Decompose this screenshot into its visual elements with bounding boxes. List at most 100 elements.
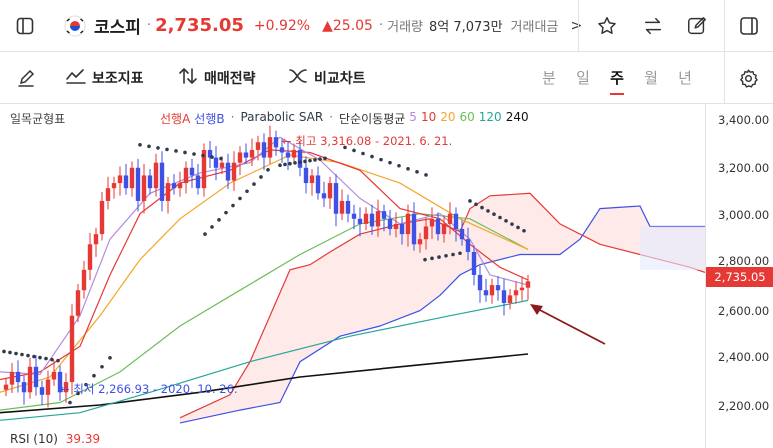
candle-body (33, 366, 39, 388)
sar-dot (323, 156, 327, 161)
candle-body (51, 371, 57, 380)
sar-dot (423, 257, 427, 262)
candle-body (423, 226, 429, 240)
sar-dot (68, 400, 72, 405)
candle-body (129, 167, 135, 189)
candle-body (255, 142, 261, 150)
sar-dot (259, 175, 263, 179)
compare-icon (288, 67, 308, 89)
candle-body (519, 287, 525, 291)
sar-dot (138, 143, 142, 147)
period-year[interactable]: 년 (678, 69, 692, 87)
candle-body (153, 162, 159, 189)
candle-body (147, 175, 153, 189)
candle-body (429, 218, 435, 227)
change-percent: +0.92% (253, 17, 311, 34)
volume-label: 거래량 (387, 20, 423, 35)
candle-body (297, 149, 303, 168)
candle-body (405, 213, 411, 235)
sar-dot (480, 205, 484, 210)
candle-body (123, 175, 129, 189)
period-week[interactable]: 주 (600, 67, 634, 95)
sar-dot (397, 163, 401, 168)
compare-arrows-icon[interactable] (640, 13, 666, 39)
legend-ma120: 120 (478, 110, 502, 124)
sar-dot (266, 168, 270, 172)
candle-body (45, 379, 51, 395)
divider (578, 0, 579, 52)
candle-body (75, 290, 81, 316)
sar-dot (174, 149, 178, 153)
candle-body (507, 295, 513, 303)
rsi-label: RSI (10) (10, 432, 58, 446)
candle-body (273, 137, 279, 148)
symbol-name[interactable]: 코스피 (94, 18, 141, 38)
candle-body (489, 285, 495, 296)
pencil-icon[interactable] (14, 66, 38, 90)
indicator-label: 보조지표 (92, 71, 144, 87)
candle-body (351, 213, 357, 219)
sar-dot (192, 152, 196, 156)
korea-flag-icon (64, 15, 86, 37)
candle-body (141, 175, 147, 201)
period-minute[interactable]: 분 (542, 69, 556, 87)
candle-body (447, 213, 453, 224)
candle-body (3, 384, 9, 390)
candle-body (189, 167, 195, 176)
candle-body (387, 218, 393, 230)
candle-body (471, 251, 477, 275)
axis-tick: 2,200.00 (718, 399, 770, 413)
ma60-line (0, 213, 529, 411)
edit-icon[interactable] (684, 13, 710, 39)
sar-dot (437, 255, 441, 259)
sar-dot (183, 150, 187, 155)
candle-body (465, 239, 471, 252)
indicator-title: 일목균형표 (10, 112, 66, 126)
candle-body (315, 175, 321, 194)
current-price-tag: 2,735.05 (706, 267, 773, 287)
sar-dot (492, 212, 496, 217)
candle-body (171, 183, 177, 189)
sidebar-toggle-icon[interactable] (0, 0, 50, 52)
sar-dot (388, 160, 392, 165)
axis-tick: 3,400.00 (718, 113, 770, 127)
more-info-arrow[interactable]: > (570, 17, 583, 34)
compare-chart-button[interactable]: 비교차트 (288, 67, 366, 89)
sar-dot (245, 189, 249, 194)
indicator-button[interactable]: 보조지표 (66, 67, 144, 89)
sar-dot (50, 357, 54, 362)
candle-body (369, 213, 375, 227)
period-month[interactable]: 월 (644, 69, 658, 87)
sar-dot (318, 157, 322, 161)
candle-body (213, 157, 219, 168)
price-chart[interactable]: ← 최고 3,316.08 - 2021. 6. 21. ← 최저 2,266.… (0, 104, 705, 428)
sar-dot (308, 158, 312, 163)
legend-ma20: 20 (440, 110, 456, 124)
pointer-arrow (530, 304, 606, 345)
trade-strategy-button[interactable]: 매매전략 (178, 67, 256, 89)
gear-icon[interactable] (736, 66, 760, 90)
star-icon[interactable] (594, 13, 620, 39)
divider (724, 0, 725, 52)
sar-dot (303, 159, 307, 164)
low-annotation: ← 최저 2,266.93 - 2020. 10. 26. (60, 382, 238, 396)
candle-body (513, 290, 519, 296)
sar-dot (44, 356, 48, 361)
candle-body (237, 152, 243, 163)
candle-body (15, 371, 21, 383)
panel-icon[interactable] (736, 13, 762, 39)
sar-dot (451, 252, 455, 257)
candle-body (225, 162, 231, 181)
sar-dot (32, 354, 36, 359)
separator-dot: · (378, 18, 384, 33)
sar-dot (201, 153, 205, 158)
candle-body (99, 200, 105, 235)
candle-body (309, 175, 315, 184)
price-axis[interactable]: 3,400.00 3,200.00 3,000.00 2,800.00 2,60… (705, 104, 773, 448)
candle-body (159, 162, 165, 201)
period-day[interactable]: 일 (576, 69, 590, 87)
candle-body (477, 274, 483, 291)
legend-sep: · (230, 110, 235, 124)
candle-body (345, 200, 351, 214)
sar-dot (217, 218, 221, 222)
